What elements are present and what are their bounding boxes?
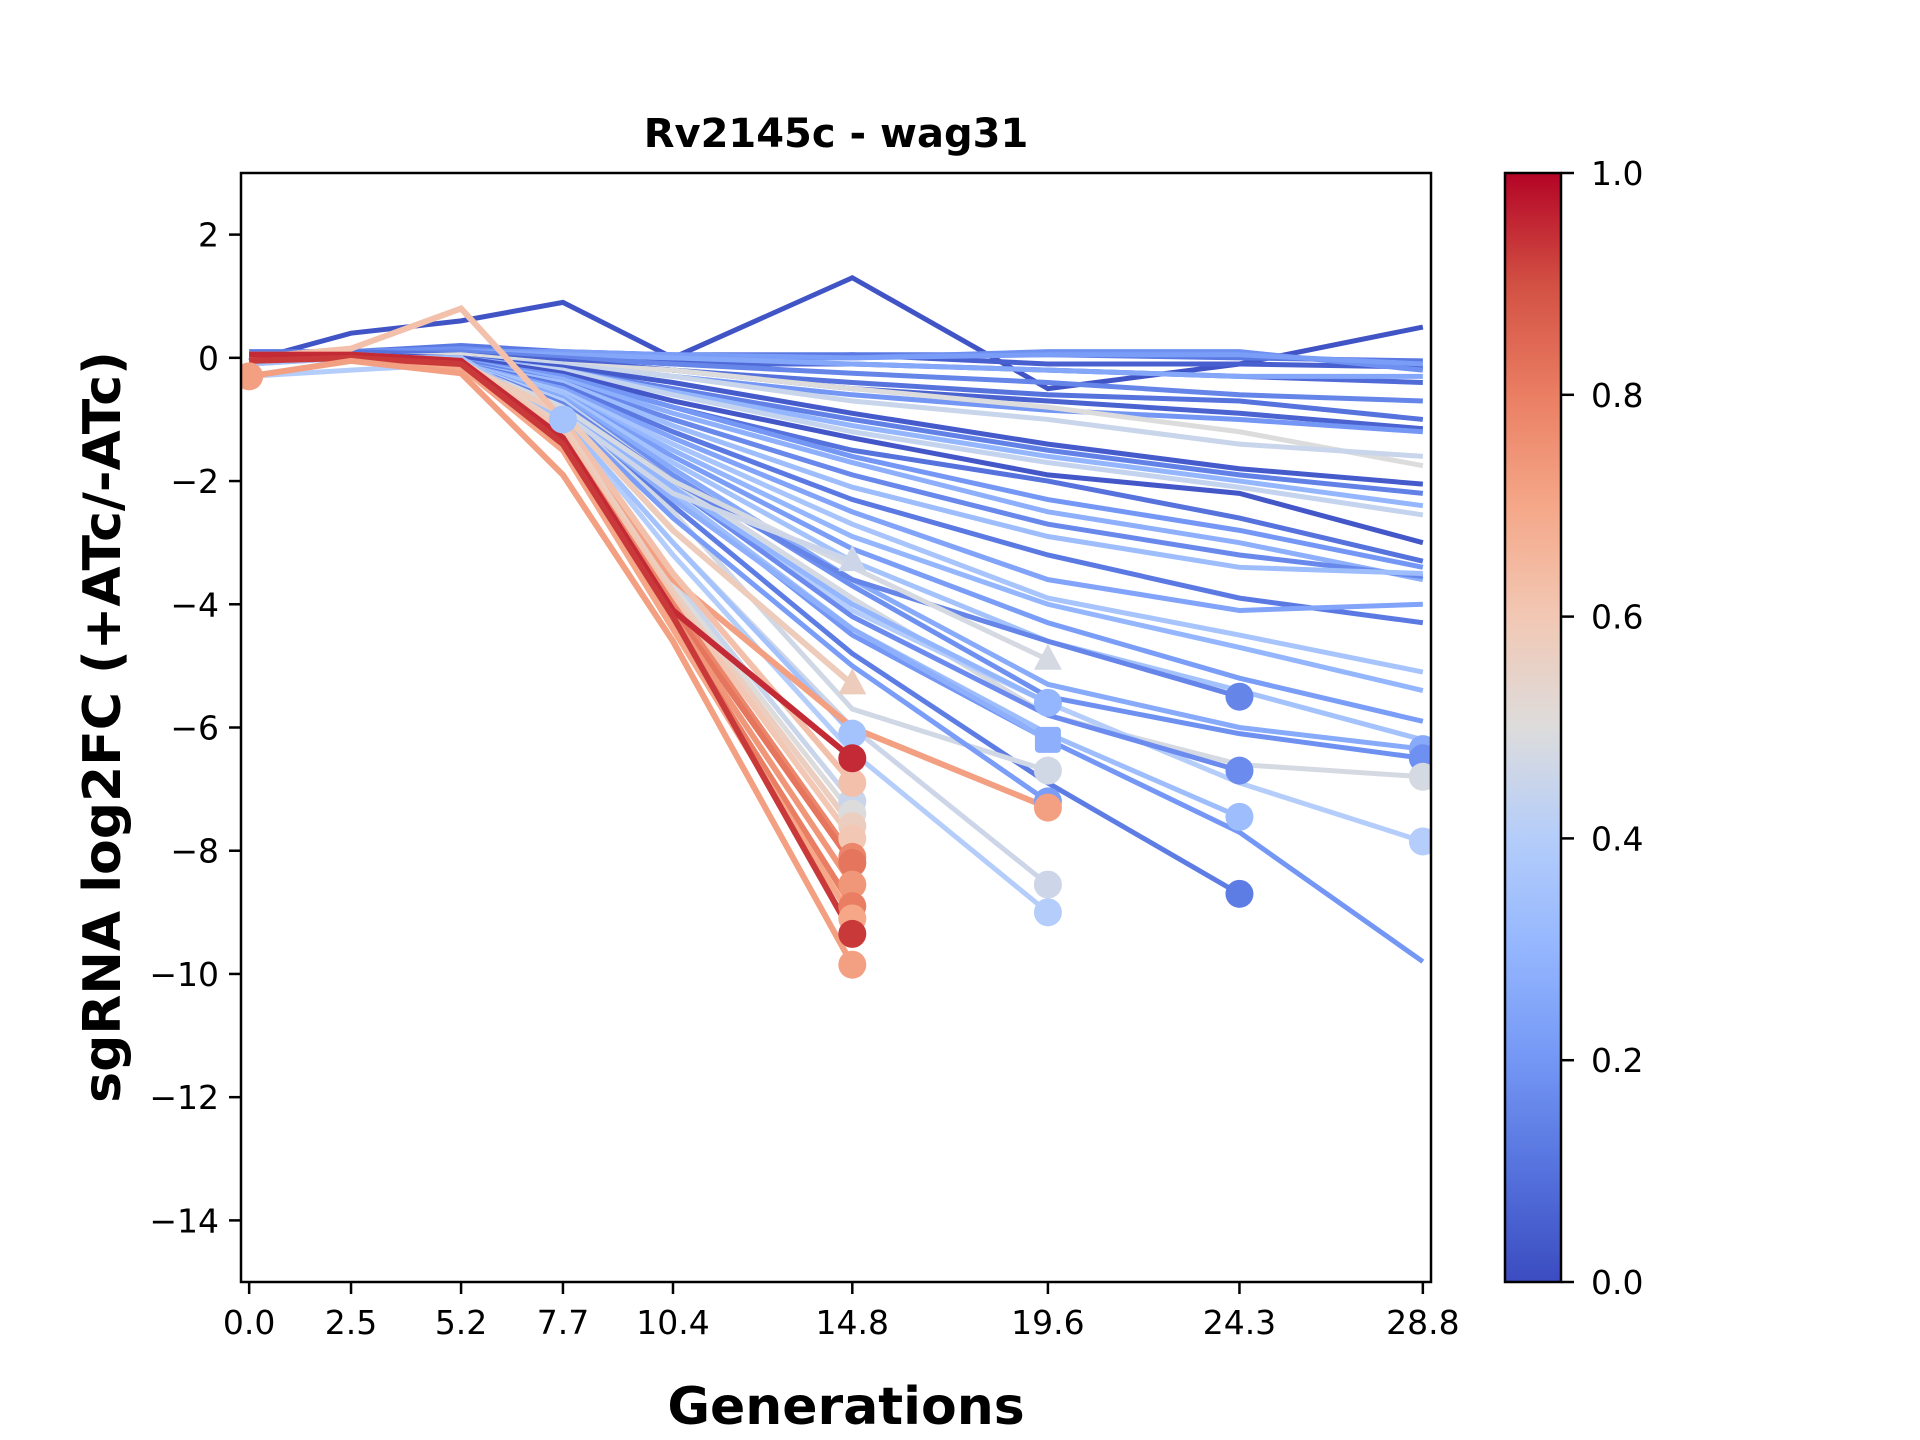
- series-marker-45: [1033, 898, 1062, 927]
- series-line-61: [248, 357, 855, 967]
- series-marker-47: [838, 668, 867, 695]
- y-tick-label-5: −8: [170, 832, 219, 871]
- series-line-59: [249, 351, 855, 761]
- series-marker-49: [838, 768, 867, 797]
- x-tick-label-5: 14.8: [816, 1303, 889, 1342]
- y-tick-label-0: 2: [198, 216, 219, 255]
- series-layer: [248, 274, 1425, 967]
- series-marker-37: [1225, 879, 1254, 908]
- series-marker-34: [1225, 682, 1254, 711]
- y-axis: 2 0 −2 −4 −6 −8 −10 −12 −14: [149, 216, 241, 1240]
- series-line-60: [249, 354, 855, 936]
- y-tick-label-3: −4: [170, 585, 219, 624]
- series-marker-59: [838, 744, 867, 773]
- x-tick-label-1: 2.5: [325, 1303, 377, 1342]
- series-marker-38: [1033, 688, 1062, 717]
- series-marker-43: [1033, 793, 1062, 822]
- chart-title: Rv2145c - wag31: [644, 111, 1029, 157]
- y-tick-label-8: −14: [149, 1201, 219, 1240]
- x-axis-label: Generations: [667, 1377, 1024, 1437]
- series-marker-31: [1408, 762, 1431, 791]
- y-tick-label-4: −6: [170, 709, 219, 748]
- x-tick-label-7: 24.3: [1203, 1303, 1276, 1342]
- series-marker-44: [1033, 870, 1062, 899]
- colorbar-tick-label-4: 0.8: [1591, 376, 1643, 415]
- series-marker-32: [1408, 827, 1431, 856]
- x-axis: 0.0 2.5 5.2 7.7 10.4 14.8 19.6 24.3 28.8: [223, 1282, 1460, 1342]
- series-marker-48: [838, 719, 867, 748]
- x-tick-label-6: 19.6: [1011, 1303, 1084, 1342]
- colorbar-tick-label-0: 0.0: [1591, 1263, 1643, 1302]
- series-marker-36: [1225, 802, 1254, 831]
- colorbar: [1503, 171, 1563, 1284]
- series-marker-56: [838, 870, 867, 899]
- y-tick-label-1: 0: [198, 339, 219, 378]
- x-tick-label-8: 28.8: [1386, 1303, 1459, 1342]
- y-tick-label-2: −2: [170, 462, 219, 501]
- series-marker-46: [838, 545, 867, 572]
- y-tick-label-7: −12: [149, 1078, 219, 1117]
- series-line-37: [249, 355, 1241, 897]
- x-tick-label-0: 0.0: [223, 1303, 275, 1342]
- x-tick-label-3: 7.7: [537, 1303, 589, 1342]
- series-marker-61: [838, 950, 867, 979]
- colorbar-axis: 0.0 0.2 0.4 0.6 0.8 1.0: [1561, 154, 1643, 1302]
- colorbar-tick-label-3: 0.6: [1591, 598, 1643, 637]
- series-marker-60: [838, 919, 867, 948]
- colorbar-tick-label-5: 1.0: [1591, 154, 1643, 193]
- series-marker-39: [1034, 726, 1061, 753]
- marker-layer: [241, 362, 1431, 979]
- series-marker-62: [548, 405, 577, 434]
- series-marker-63: [241, 362, 264, 391]
- series-marker-35: [1225, 756, 1254, 785]
- series-marker-41: [1033, 756, 1062, 785]
- colorbar-tick-label-1: 0.2: [1591, 1041, 1643, 1080]
- colorbar-tick-label-2: 0.4: [1591, 819, 1643, 858]
- x-tick-label-2: 5.2: [435, 1303, 487, 1342]
- series-line-49: [248, 305, 855, 785]
- x-tick-label-4: 10.4: [636, 1303, 709, 1342]
- series-marker-40: [1033, 643, 1062, 670]
- series-marker-55: [838, 849, 867, 878]
- y-axis-label: sgRNA log2FC (+ATc/-ATc): [73, 351, 133, 1103]
- y-tick-label-6: −10: [149, 955, 219, 994]
